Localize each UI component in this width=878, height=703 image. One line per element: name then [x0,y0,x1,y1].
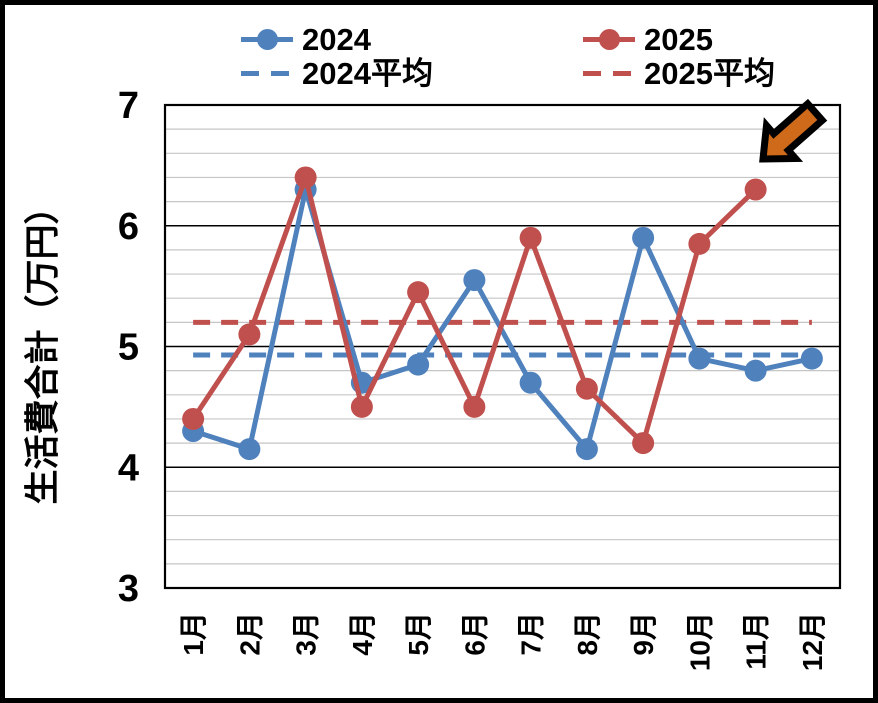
legend-line-marker-icon [583,22,635,56]
data-point-2024-6月 [463,269,486,292]
y-tick-label: 6 [118,206,139,248]
plot-area-border [163,103,842,590]
x-tick-label-11月: 11月 [741,612,772,670]
x-tick-label-7月: 7月 [516,612,547,656]
legend-line-marker-icon [241,22,293,56]
highlight-arrow-icon [759,98,828,163]
legend-item-2025-average: 2025平均 [583,56,775,90]
x-tick-label-2月: 2月 [234,612,265,656]
legend-item-2024: 2024 [241,22,371,56]
data-point-2025-11月 [744,178,767,201]
data-point-2024-12月 [800,347,823,370]
x-tick-label-5月: 5月 [403,612,434,656]
data-point-2024-11月 [744,359,767,382]
y-tick-label: 5 [118,327,139,369]
x-tick-label-9月: 9月 [628,612,659,656]
data-point-2025-6月 [463,395,486,418]
x-tick-label-4月: 4月 [347,612,378,656]
data-point-2025-1月 [182,407,205,430]
legend-dashed-line-icon [583,56,635,90]
data-point-2025-3月 [294,166,317,189]
legend-label-2025: 2025 [644,21,713,57]
y-tick-label: 3 [118,568,139,610]
data-point-2024-2月 [238,438,261,461]
legend-dashed-line-icon [241,56,293,90]
legend-label-2024-average: 2024平均 [302,55,433,91]
y-axis-title: 生活費合計（万円） [23,189,63,505]
y-tick-label: 7 [118,85,139,127]
data-point-2024-10月 [688,347,711,370]
legend-item-2024-average: 2024平均 [241,56,433,90]
data-point-2025-4月 [350,395,373,418]
x-tick-label-12月: 12月 [797,612,828,671]
legend-label-2024: 2024 [302,21,371,57]
data-point-2024-9月 [632,226,655,249]
x-tick-label-6月: 6月 [459,612,490,656]
data-point-2025-8月 [575,377,598,400]
x-tick-label-8月: 8月 [572,612,603,656]
data-point-2024-5月 [407,353,430,376]
legend-label-2025-average: 2025平均 [644,55,775,91]
data-point-2025-2月 [238,323,261,346]
x-tick-label-3月: 3月 [291,612,322,656]
data-point-2024-7月 [519,371,542,394]
x-tick-label-1月: 1月 [178,612,209,656]
data-point-2025-5月 [407,281,430,304]
y-tick-label: 4 [118,447,139,489]
data-point-2025-9月 [632,432,655,455]
data-point-2025-10月 [688,232,711,255]
data-point-2024-8月 [575,438,598,461]
x-tick-label-10月: 10月 [684,612,715,671]
data-point-2025-7月 [519,226,542,249]
legend-item-2025: 2025 [583,22,713,56]
